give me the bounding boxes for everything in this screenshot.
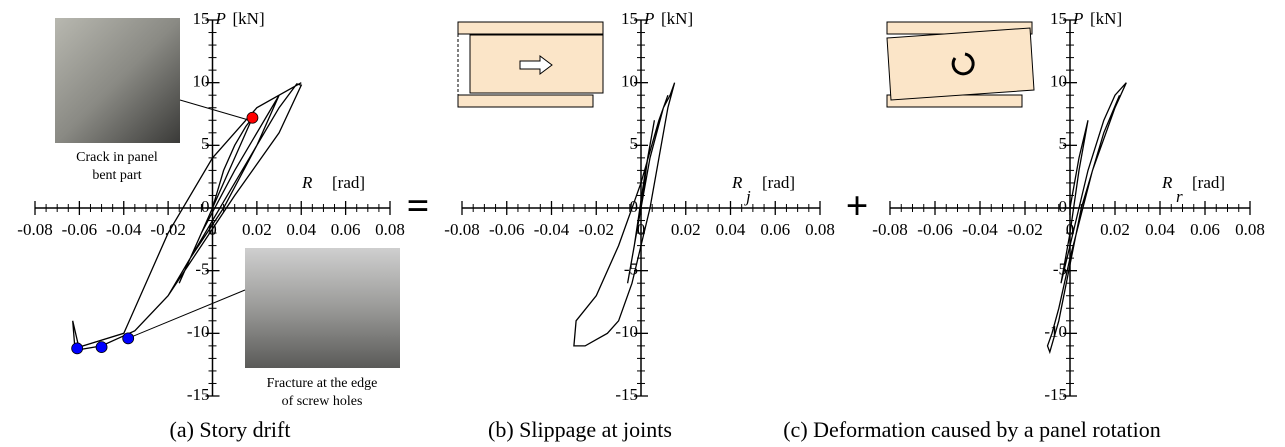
- y-tick-label: -15: [187, 385, 210, 404]
- x-axis-subscript: r: [1176, 187, 1183, 206]
- y-tick-label: 5: [630, 134, 639, 153]
- y-tick-label: -5: [195, 260, 209, 279]
- y-tick-label: 15: [193, 9, 210, 28]
- photo-crack: [55, 18, 180, 143]
- hysteresis-curve: [574, 83, 675, 346]
- x-tick-label: -0.06: [917, 220, 952, 239]
- y-tick-label: -15: [615, 385, 638, 404]
- x-tick-label: 0.02: [242, 220, 272, 239]
- operator: =: [407, 183, 430, 228]
- x-tick-label: -0.04: [962, 220, 998, 239]
- x-tick-label: 0.08: [805, 220, 835, 239]
- y-axis-symbol: P: [643, 9, 654, 28]
- y-tick-label: 10: [621, 72, 638, 91]
- y-axis-unit: [kN]: [233, 9, 265, 28]
- photo-fracture: [245, 248, 400, 368]
- x-axis-unit: [rad]: [332, 173, 365, 192]
- x-tick-label: 0.06: [760, 220, 790, 239]
- x-tick-label: 0.04: [1145, 220, 1175, 239]
- x-axis-unit: [rad]: [762, 173, 795, 192]
- leader-line: [180, 100, 252, 121]
- annotation: bent part: [92, 168, 141, 183]
- y-tick-label: 0: [201, 197, 210, 216]
- caption: (c) Deformation caused by a panel rotati…: [783, 417, 1161, 442]
- x-tick-label: 0.04: [286, 220, 316, 239]
- x-tick-label: 0.08: [375, 220, 405, 239]
- y-tick-label: 5: [201, 134, 210, 153]
- x-axis-symbol: R: [1161, 173, 1173, 192]
- slip-schematic: [458, 22, 603, 107]
- x-tick-label: -0.06: [62, 220, 97, 239]
- y-axis-unit: [kN]: [661, 9, 693, 28]
- x-tick-label: -0.02: [579, 220, 614, 239]
- y-axis-symbol: P: [215, 9, 226, 28]
- y-tick-label: -10: [187, 322, 210, 341]
- x-tick-label: -0.04: [106, 220, 142, 239]
- x-axis-subscript: j: [744, 187, 751, 206]
- y-axis-unit: [kN]: [1090, 9, 1122, 28]
- operator: +: [846, 183, 869, 228]
- event-point: [72, 343, 83, 354]
- x-axis-symbol: R: [731, 173, 743, 192]
- hysteresis-curve: [1048, 83, 1127, 352]
- x-axis-unit: [rad]: [1192, 173, 1225, 192]
- caption: (a) Story drift: [170, 417, 291, 442]
- y-tick-label: 15: [621, 9, 638, 28]
- x-tick-label: 0.02: [1100, 220, 1130, 239]
- y-tick-label: 5: [1059, 134, 1068, 153]
- leader-line: [124, 290, 245, 340]
- x-tick-label: -0.02: [1007, 220, 1042, 239]
- annotation: Fracture at the edge: [267, 376, 378, 391]
- y-axis-symbol: P: [1072, 9, 1083, 28]
- annotation: of screw holes: [282, 394, 363, 409]
- rotation-schematic: [887, 22, 1034, 107]
- y-tick-label: -15: [1044, 385, 1067, 404]
- figure: =+-0.08-0.06-0.04-0.0200.020.040.060.08-…: [0, 0, 1285, 447]
- x-tick-label: -0.08: [444, 220, 479, 239]
- page: {"operators": ["=", "+"], "chart_data": …: [0, 0, 1285, 447]
- caption: (b) Slippage at joints: [488, 417, 672, 442]
- x-tick-label: 0.08: [1235, 220, 1265, 239]
- x-tick-label: 0.04: [716, 220, 746, 239]
- x-tick-label: -0.04: [534, 220, 570, 239]
- y-tick-label: -10: [615, 322, 638, 341]
- x-tick-label: 0.06: [331, 220, 361, 239]
- annotation: Crack in panel: [76, 150, 158, 165]
- event-point: [123, 333, 134, 344]
- event-point: [247, 112, 258, 123]
- x-tick-label: -0.08: [17, 220, 52, 239]
- y-tick-label: 10: [193, 72, 210, 91]
- x-tick-label: 0.06: [1190, 220, 1220, 239]
- x-tick-label: -0.06: [489, 220, 524, 239]
- y-tick-label: 10: [1050, 72, 1067, 91]
- x-tick-label: -0.02: [150, 220, 185, 239]
- x-tick-label: -0.08: [872, 220, 907, 239]
- x-axis-symbol: R: [301, 173, 313, 192]
- y-tick-label: 0: [1059, 197, 1068, 216]
- event-point: [96, 342, 107, 353]
- y-tick-label: 15: [1050, 9, 1067, 28]
- x-tick-label: 0.02: [671, 220, 701, 239]
